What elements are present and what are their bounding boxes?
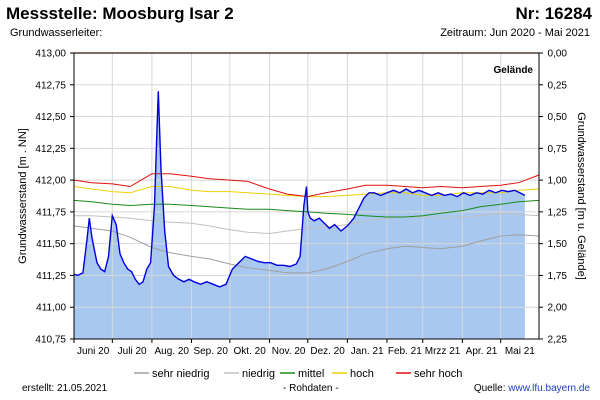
groundwater-line [73,91,526,288]
y-tick-label: 413,00 [35,49,66,60]
y-tick-label: 412,00 [35,176,66,187]
y2-tick-label: 1,50 [548,239,568,250]
series-line-sehr-hoch [73,173,540,198]
legend: sehr niedrig niedrig mittel hoch sehr hoch [134,368,462,380]
y-tick-label: 411,25 [36,271,66,282]
source-link[interactable]: www.lfu.bayern.de [508,383,590,394]
created-date: erstellt: 21.05.2021 [22,383,108,394]
source: Quelle: www.lfu.bayern.de [474,383,590,394]
y2-tick-label: 1,25 [548,207,568,218]
source-prefix: Quelle: [473,383,509,394]
y2-tick-label: 0,25 [548,80,568,91]
y-tick-label: 412,50 [35,112,66,123]
raw-data-note: - Rohdaten - [283,383,339,394]
legend-label-hoch: hoch [350,368,374,380]
page-title: Messstelle: Moosburg Isar 2 [6,4,234,23]
y2-tick-label: 0,75 [548,144,568,155]
y-tick-label: 412,75 [35,80,66,91]
x-tick-label: Juli 20 [118,346,147,357]
legend-label-niedrig: niedrig [242,368,275,380]
x-tick-label: Apr. 21 [466,346,498,357]
x-tick-label: Okt. 20 [234,346,267,357]
y-tick-label: 412,25 [35,144,66,155]
aquifer-label: Grundwasserleiter: [10,27,103,39]
x-tick-label: Feb. 21 [388,346,422,357]
y2-tick-label: 1,75 [548,271,568,282]
x-tick-label: Sep. 20 [193,346,228,357]
x-tick-label: Mai 21 [505,346,535,357]
y2-tick-label: 1,00 [548,176,568,187]
x-tick-label: Aug. 20 [154,346,189,357]
station-number: Nr: 16284 [515,4,592,23]
x-tick-label: Mrzz 21 [425,346,461,357]
y2-tick-label: 2,25 [548,335,568,346]
x-tick-label: Nov. 20 [272,346,306,357]
y-axis-label-left: Grundwasserstand [m . NN] [17,128,29,264]
series-line-niedrig [74,212,540,235]
x-tick-label: Juni 20 [77,346,110,357]
period-label: Zeitraum: Jun 2020 - Mai 2021 [440,27,590,39]
groundwater-area [74,91,525,339]
plot-frame [73,52,540,340]
x-tick-label: Dez. 20 [310,346,345,357]
y2-tick-label: 2,00 [548,303,568,314]
y-tick-label: 411,00 [36,303,66,314]
y-tick-label: 411,75 [36,207,66,218]
y2-tick-label: 0,50 [548,112,568,123]
legend-label-mittel: mittel [298,368,324,380]
y-tick-label: 410,75 [35,335,66,346]
y2-tick-label: 0,00 [548,49,568,60]
legend-label-sehr-hoch: sehr hoch [414,368,462,380]
x-tick-label: Jan. 21 [351,346,384,357]
terrain-label: Gelände [494,65,534,76]
legend-label-sehr-niedrig: sehr niedrig [152,368,209,380]
y-axis-label-right: Grundwasserstand [m u. Gelände] [575,112,587,280]
y-tick-label: 411,50 [36,239,66,250]
